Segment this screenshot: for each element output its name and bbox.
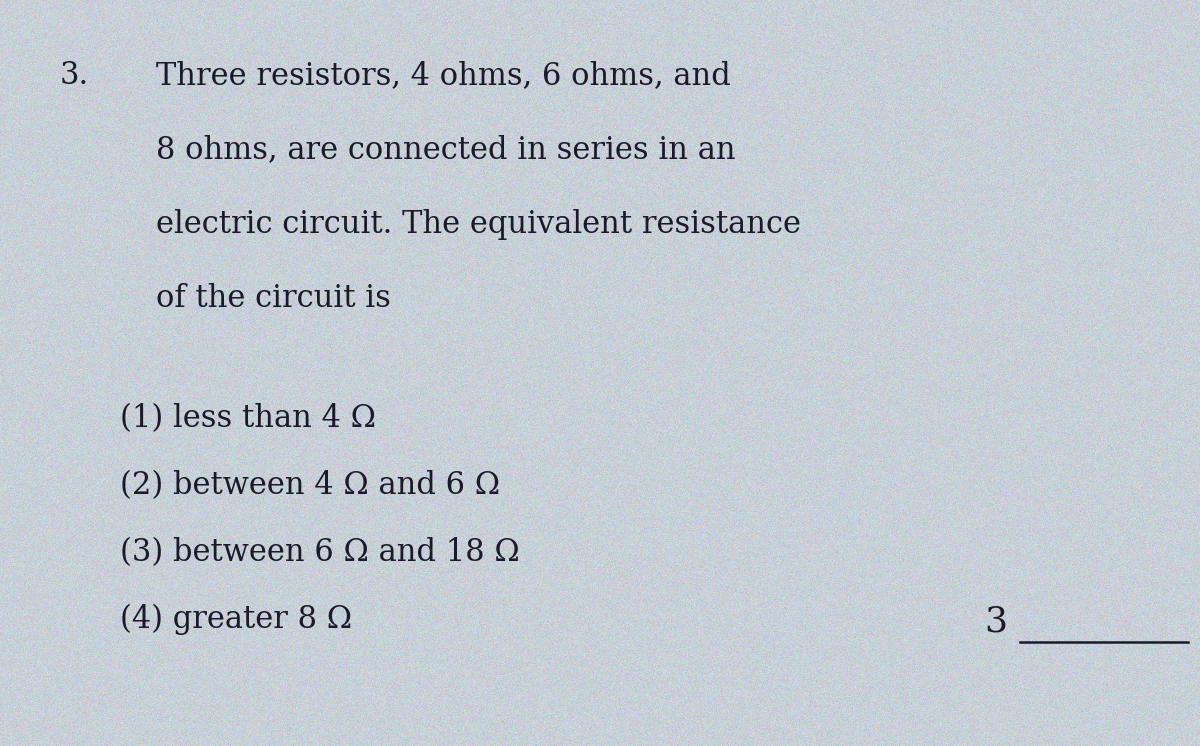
Text: 3: 3 [984, 604, 1007, 639]
Text: (4) greater 8 Ω: (4) greater 8 Ω [120, 604, 352, 636]
Text: (2) between 4 Ω and 6 Ω: (2) between 4 Ω and 6 Ω [120, 470, 500, 501]
Text: 8 ohms, are connected in series in an: 8 ohms, are connected in series in an [156, 134, 736, 166]
Text: Three resistors, 4 ohms, 6 ohms, and: Three resistors, 4 ohms, 6 ohms, and [156, 60, 731, 91]
Text: (1) less than 4 Ω: (1) less than 4 Ω [120, 403, 376, 434]
Text: of the circuit is: of the circuit is [156, 283, 391, 315]
Text: electric circuit. The equivalent resistance: electric circuit. The equivalent resista… [156, 209, 802, 240]
Text: (3) between 6 Ω and 18 Ω: (3) between 6 Ω and 18 Ω [120, 537, 520, 568]
Text: 3.: 3. [60, 60, 89, 91]
